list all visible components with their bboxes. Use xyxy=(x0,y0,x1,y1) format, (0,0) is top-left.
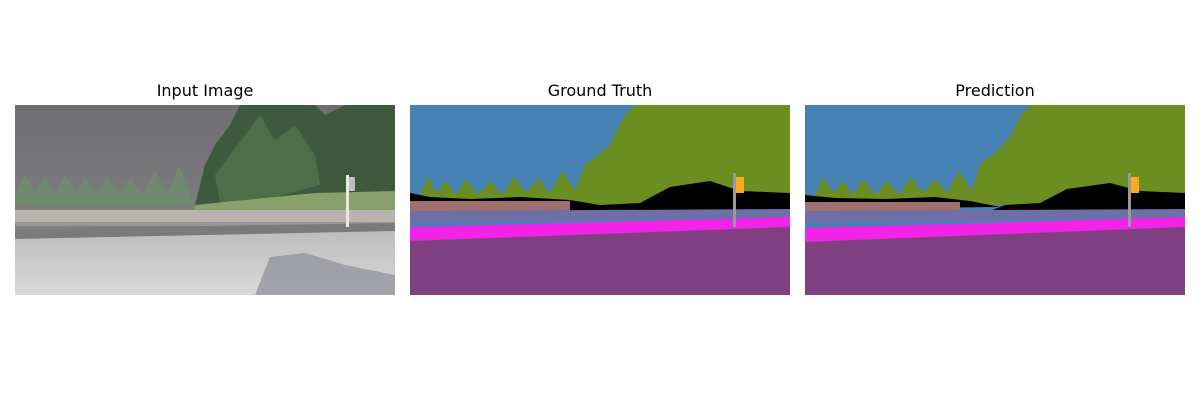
input-image-title: Input Image xyxy=(156,81,254,100)
ground-truth-image xyxy=(410,105,790,295)
input-image xyxy=(15,105,395,295)
prediction-title: Prediction xyxy=(955,81,1035,100)
ground-truth-title: Ground Truth xyxy=(547,81,653,100)
prediction-image xyxy=(805,105,1185,295)
